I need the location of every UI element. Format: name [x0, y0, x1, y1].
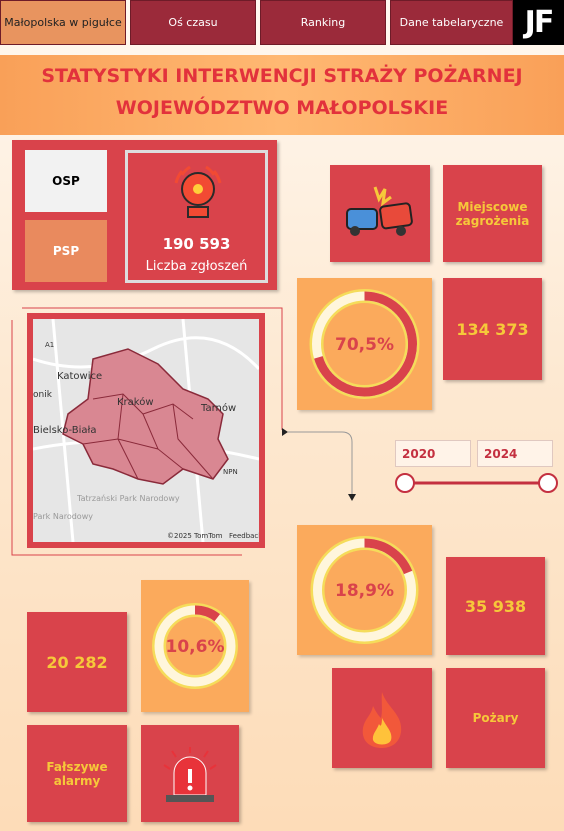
- flow-arrow: [282, 428, 356, 501]
- map-label: Katowice: [57, 371, 102, 382]
- category-name: Pożary: [446, 668, 545, 768]
- share-tile: 10,6%: [141, 580, 249, 712]
- total-label: Liczba zgłoszeń: [145, 259, 248, 274]
- donut: 18,9%: [310, 536, 419, 644]
- map-label: Kraków: [117, 396, 154, 408]
- alarm-icon: [163, 747, 217, 802]
- nav-tab[interactable]: Dane tabelaryczne: [390, 0, 513, 45]
- category-count: 35 938: [446, 557, 545, 655]
- donut: 10,6%: [152, 603, 238, 689]
- category-count: 20 282: [27, 612, 127, 712]
- car-crash-icon: [346, 186, 413, 236]
- map-decor: [11, 307, 283, 556]
- total-value: 190 593: [162, 235, 231, 253]
- share-label: 18,9%: [335, 581, 394, 601]
- logo: JF: [513, 0, 564, 45]
- fire-icon: [362, 692, 402, 748]
- share-tile: 18,9%: [297, 525, 432, 655]
- donut-arc: [364, 538, 413, 575]
- map-label: onik: [33, 390, 53, 400]
- map-label: NPN: [223, 468, 238, 476]
- date-start[interactable]: 2020: [395, 440, 471, 467]
- share-tile: 70,5%: [297, 278, 432, 410]
- icon-tile: [332, 668, 432, 768]
- bell-icon: [174, 165, 222, 218]
- share-label: 70,5%: [335, 335, 394, 355]
- share-label: 10,6%: [166, 637, 225, 657]
- map: A1 Katowice onik Kraków Tarnów Bielsko-Biała N…: [27, 313, 265, 548]
- category-name: Fałszywe alarmy: [27, 725, 127, 822]
- psp-button[interactable]: PSP: [25, 220, 107, 282]
- map-canvas: A1 Katowice onik Kraków Tarnów Bielsko-Biała N…: [33, 319, 259, 542]
- donut-arc: [314, 291, 417, 397]
- osp-button[interactable]: OSP: [25, 150, 107, 212]
- map-label: Bielsko-Biała: [33, 425, 97, 436]
- title: STATYSTYKI INTERWENCJI STRAŻY POŻARNEJ: [41, 65, 523, 87]
- donut-arc: [194, 605, 221, 622]
- slider-handle[interactable]: [395, 473, 415, 493]
- map-label: Tarnów: [200, 402, 236, 414]
- date-end[interactable]: 2024: [477, 440, 553, 467]
- date-slider: [395, 473, 558, 493]
- donut: 70,5%: [309, 289, 420, 399]
- slider-handle[interactable]: [538, 473, 558, 493]
- map-label: Tatrzański Park Narodowy: [76, 494, 180, 503]
- icon-tile: [330, 165, 430, 262]
- header: STATYSTYKI INTERWENCJI STRAŻY POŻARNEJ W…: [0, 55, 564, 135]
- total-card: 190 593 Liczba zgłoszeń: [125, 150, 268, 283]
- icon-tile: [141, 725, 239, 822]
- map-label: A1: [45, 341, 54, 349]
- map-label: ©2025 TomTom: [167, 532, 223, 540]
- map-label: Park Narodowy: [33, 512, 93, 521]
- title: WOJEWÓDZTWO MAŁOPOLSKIE: [115, 97, 449, 119]
- category-count: 134 373: [443, 278, 542, 380]
- nav-tab[interactable]: Ranking: [260, 0, 386, 45]
- category-name: Miejscowe zagrożenia: [443, 165, 542, 262]
- nav-tab[interactable]: Oś czasu: [130, 0, 256, 45]
- map-label: Feedback: [229, 532, 263, 540]
- nav-tab[interactable]: Małopolska w pigułce: [0, 0, 126, 45]
